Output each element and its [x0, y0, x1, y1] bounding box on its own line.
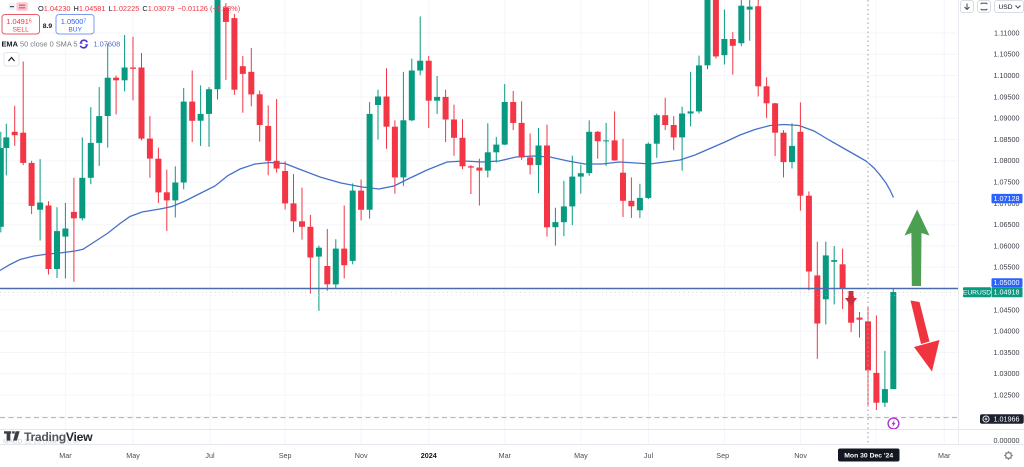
svg-text:Jul: Jul	[205, 451, 215, 460]
svg-text:1.04918: 1.04918	[994, 288, 1020, 297]
svg-text:Jul: Jul	[644, 451, 654, 460]
svg-text:1.06000: 1.06000	[994, 241, 1020, 250]
svg-text:1.11000: 1.11000	[994, 28, 1019, 37]
svg-text:1.04500: 1.04500	[994, 305, 1020, 314]
svg-text:1.07000: 1.07000	[994, 199, 1020, 208]
svg-text:1.08000: 1.08000	[994, 156, 1020, 165]
svg-text:EURUSD: EURUSD	[963, 290, 991, 297]
svg-text:1.10500: 1.10500	[994, 50, 1020, 59]
svg-text:1.10000: 1.10000	[994, 71, 1020, 80]
svg-text:1.02500: 1.02500	[994, 391, 1020, 400]
svg-text:2024: 2024	[421, 451, 437, 460]
svg-text:Nov: Nov	[794, 451, 807, 460]
svg-text:1.03000: 1.03000	[994, 369, 1020, 378]
svg-text:1.09000: 1.09000	[994, 114, 1020, 123]
svg-text:Sep: Sep	[279, 451, 292, 460]
svg-text:1.01966: 1.01966	[994, 415, 1020, 424]
svg-text:May: May	[126, 451, 140, 460]
svg-text:1.04916: 1.04916	[6, 17, 32, 26]
svg-text:1.05000: 1.05000	[994, 278, 1020, 287]
svg-text:1.06500: 1.06500	[994, 220, 1020, 229]
svg-text:1.03500: 1.03500	[994, 348, 1020, 357]
svg-text:USD: USD	[999, 4, 1013, 11]
svg-text:BUY: BUY	[68, 27, 82, 34]
svg-text:May: May	[574, 451, 588, 460]
svg-text:1.07128: 1.07128	[994, 194, 1020, 203]
svg-text:SELL: SELL	[13, 27, 29, 34]
svg-text:Mar: Mar	[938, 451, 951, 460]
svg-text:MACD 12 26 close 9 0.00: MACD 12 26 close 9 0.00	[3, 439, 80, 446]
svg-text:1.04000: 1.04000	[994, 327, 1020, 336]
svg-text:Mon 30 Dec '24: Mon 30 Dec '24	[844, 453, 893, 460]
svg-text:0.00000: 0.00000	[994, 436, 1020, 445]
svg-text:1.07500: 1.07500	[994, 178, 1020, 187]
svg-text:Nov: Nov	[355, 451, 368, 460]
svg-text:8.9: 8.9	[43, 23, 53, 30]
svg-text:TradingView: TradingView	[24, 430, 93, 444]
svg-text:1.05007: 1.05007	[61, 17, 87, 26]
svg-text:1.05500: 1.05500	[994, 263, 1020, 272]
svg-text:1.07608: 1.07608	[94, 40, 121, 49]
svg-text:1.09500: 1.09500	[994, 92, 1020, 101]
svg-text:Sep: Sep	[716, 451, 729, 460]
svg-text:EMA 50 close 0 SMA 5: EMA 50 close 0 SMA 5	[2, 40, 78, 49]
svg-text:Mar: Mar	[59, 451, 72, 460]
svg-text:Mar: Mar	[499, 451, 512, 460]
svg-text:1.08500: 1.08500	[994, 135, 1020, 144]
